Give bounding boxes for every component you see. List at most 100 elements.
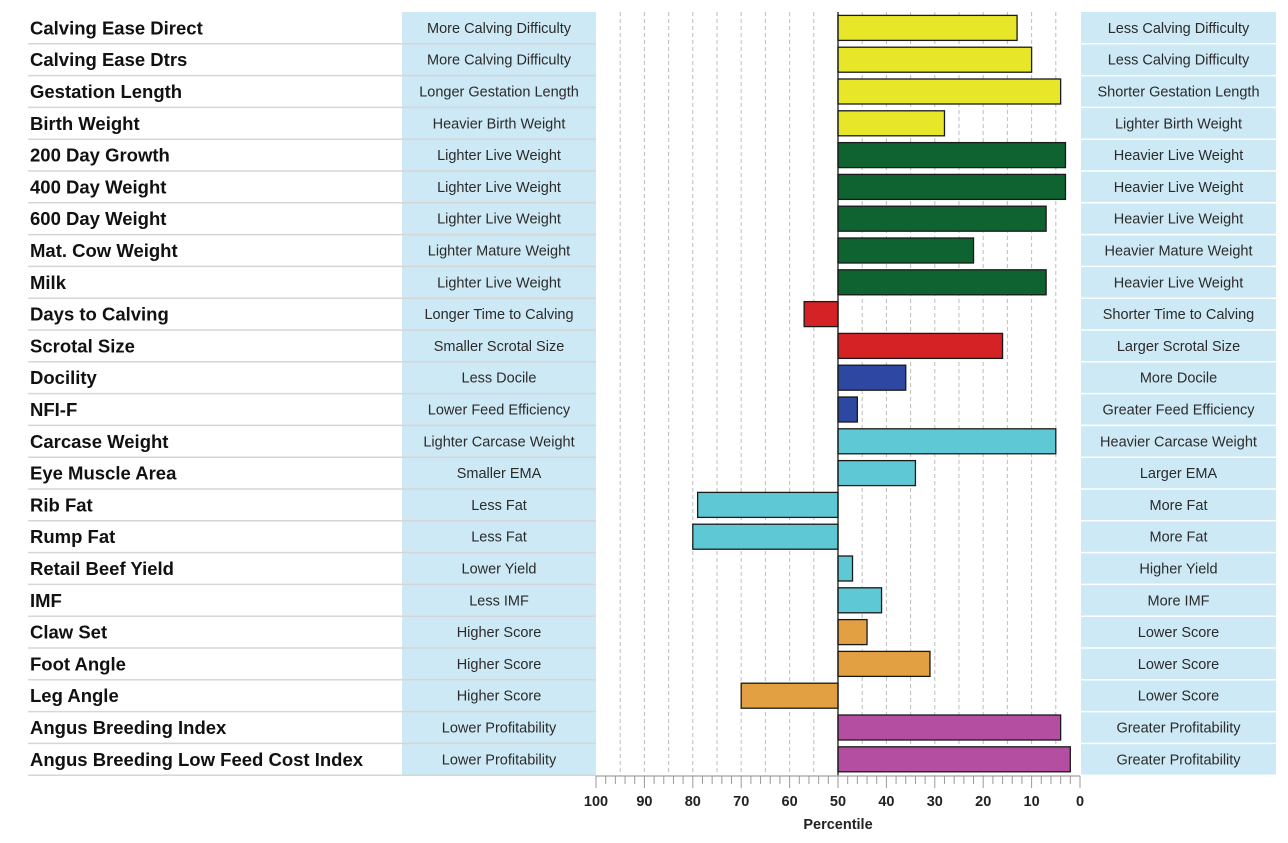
high-description: Greater Feed Efficiency bbox=[1102, 403, 1255, 419]
percentile-bar bbox=[837, 269, 1047, 296]
x-tick-label: 0 bbox=[1076, 794, 1084, 810]
trait-label: Calving Ease Dtrs bbox=[30, 49, 187, 70]
low-description: Less Fat bbox=[471, 498, 527, 514]
percentile-bar bbox=[837, 110, 946, 137]
percentile-bar bbox=[837, 237, 975, 264]
x-tick-label: 30 bbox=[927, 794, 943, 810]
trait-label: IMF bbox=[30, 590, 62, 611]
trait-row: Angus Breeding Index Lower Profitability G… bbox=[28, 714, 1276, 745]
x-tick-label: 60 bbox=[782, 794, 798, 810]
trait-label: Claw Set bbox=[30, 622, 107, 643]
low-description: Smaller Scrotal Size bbox=[434, 339, 565, 355]
trait-label: Milk bbox=[30, 272, 67, 293]
x-tick-label: 40 bbox=[878, 794, 894, 810]
percentile-bar bbox=[696, 491, 839, 519]
low-description: Lower Profitability bbox=[442, 752, 557, 768]
x-tick-label: 20 bbox=[975, 794, 991, 810]
trait-row: Claw Set Higher Score Lower Score bbox=[28, 618, 1276, 649]
trait-label: Birth Weight bbox=[30, 113, 140, 134]
trait-row: 400 Day Weight Lighter Live Weight Heavier… bbox=[28, 173, 1276, 204]
x-tick-label: 90 bbox=[636, 794, 652, 810]
percentile-bar bbox=[740, 682, 839, 709]
trait-row: Rib Fat Less Fat More Fat bbox=[28, 491, 1276, 522]
trait-label: Angus Breeding Low Feed Cost Index bbox=[30, 749, 364, 770]
high-description: Heavier Live Weight bbox=[1114, 275, 1244, 291]
trait-label: 400 Day Weight bbox=[30, 176, 166, 197]
low-description: Higher Score bbox=[457, 689, 542, 705]
high-description: Lower Score bbox=[1138, 689, 1219, 705]
low-description: Less Docile bbox=[462, 371, 537, 387]
trait-label: Eye Muscle Area bbox=[30, 463, 177, 484]
high-description: Heavier Live Weight bbox=[1114, 212, 1244, 228]
low-description: Lighter Live Weight bbox=[437, 212, 561, 228]
percentile-bar bbox=[837, 14, 1018, 42]
low-description: More Calving Difficulty bbox=[427, 21, 572, 37]
percentile-bar bbox=[837, 459, 917, 487]
percentile-bar bbox=[837, 332, 1004, 360]
trait-row: IMF Less IMF More IMF bbox=[28, 587, 1276, 617]
percentile-bar bbox=[837, 141, 1067, 169]
high-description: Less Calving Difficulty bbox=[1108, 21, 1250, 37]
trait-label: Angus Breeding Index bbox=[30, 717, 227, 738]
low-description: Lower Feed Efficiency bbox=[428, 403, 571, 419]
high-description: Lighter Birth Weight bbox=[1115, 116, 1242, 132]
low-description: Higher Score bbox=[457, 657, 542, 673]
trait-label: Rib Fat bbox=[30, 494, 93, 515]
trait-label: Calving Ease Direct bbox=[30, 17, 203, 38]
trait-label: Rump Fat bbox=[30, 526, 115, 547]
percentile-bar bbox=[837, 396, 859, 423]
percentile-bar bbox=[837, 205, 1047, 232]
trait-label: Carcase Weight bbox=[30, 431, 168, 452]
low-description: Lower Profitability bbox=[442, 721, 557, 737]
low-description: Less Fat bbox=[471, 530, 527, 546]
low-description: Less IMF bbox=[469, 593, 529, 609]
low-description: Lower Yield bbox=[462, 562, 537, 578]
trait-row: Rump Fat Less Fat More Fat bbox=[28, 523, 1276, 554]
high-description: Greater Profitability bbox=[1116, 721, 1241, 737]
trait-label: Leg Angle bbox=[30, 685, 119, 706]
trait-row: 600 Day Weight Lighter Live Weight Heavier… bbox=[28, 205, 1276, 236]
high-description: Less Calving Difficulty bbox=[1108, 53, 1250, 69]
percentile-bar bbox=[837, 714, 1062, 741]
percentile-bar bbox=[837, 428, 1057, 455]
percentile-bar bbox=[837, 173, 1067, 201]
trait-row: Leg Angle Higher Score Lower Score bbox=[28, 682, 1276, 713]
trait-row: Docility Less Docile More Docile bbox=[28, 364, 1276, 395]
trait-label: Foot Angle bbox=[30, 653, 126, 674]
trait-row: Calving Ease Dtrs More Calving Difficulty… bbox=[28, 46, 1276, 77]
trait-row: Foot Angle Higher Score Lower Score bbox=[28, 650, 1276, 681]
low-description: Lighter Carcase Weight bbox=[423, 434, 574, 450]
percentile-bar bbox=[837, 364, 907, 391]
trait-row: Eye Muscle Area Smaller EMA Larger EMA bbox=[28, 459, 1276, 490]
trait-label: Retail Beef Yield bbox=[30, 558, 174, 579]
high-description: Heavier Mature Weight bbox=[1104, 244, 1252, 260]
x-tick-label: 100 bbox=[584, 794, 608, 810]
trait-row: Angus Breeding Low Feed Cost Index Lower … bbox=[28, 746, 1276, 776]
low-description: Lighter Mature Weight bbox=[428, 244, 570, 260]
trait-row: Carcase Weight Lighter Carcase Weight Heav… bbox=[28, 428, 1276, 458]
percentile-bar bbox=[837, 618, 868, 646]
high-description: Higher Yield bbox=[1139, 562, 1217, 578]
trait-row: Days to Calving Longer Time to Calving Sho… bbox=[28, 300, 1276, 331]
percentile-bar bbox=[837, 555, 854, 582]
percentile-bar bbox=[837, 46, 1033, 73]
trait-row: Mat. Cow Weight Lighter Mature Weight Heav… bbox=[28, 237, 1276, 268]
high-description: More Fat bbox=[1149, 530, 1207, 546]
high-description: Shorter Gestation Length bbox=[1097, 85, 1259, 101]
high-description: Larger Scrotal Size bbox=[1117, 339, 1240, 355]
x-axis-title: Percentile bbox=[803, 817, 872, 833]
x-tick-label: 70 bbox=[733, 794, 749, 810]
trait-label: 200 Day Growth bbox=[30, 145, 170, 166]
low-description: Lighter Live Weight bbox=[437, 180, 561, 196]
trait-label: Gestation Length bbox=[30, 81, 182, 102]
percentile-bar bbox=[837, 587, 883, 614]
percentile-bar bbox=[803, 300, 839, 328]
trait-row: Milk Lighter Live Weight Heavier Live Weig… bbox=[28, 269, 1276, 299]
high-description: More IMF bbox=[1147, 593, 1209, 609]
trait-label: Days to Calving bbox=[30, 304, 169, 325]
low-description: Longer Gestation Length bbox=[419, 85, 579, 101]
high-description: Greater Profitability bbox=[1116, 752, 1241, 768]
high-description: Larger EMA bbox=[1140, 466, 1218, 482]
high-description: Lower Score bbox=[1138, 657, 1219, 673]
